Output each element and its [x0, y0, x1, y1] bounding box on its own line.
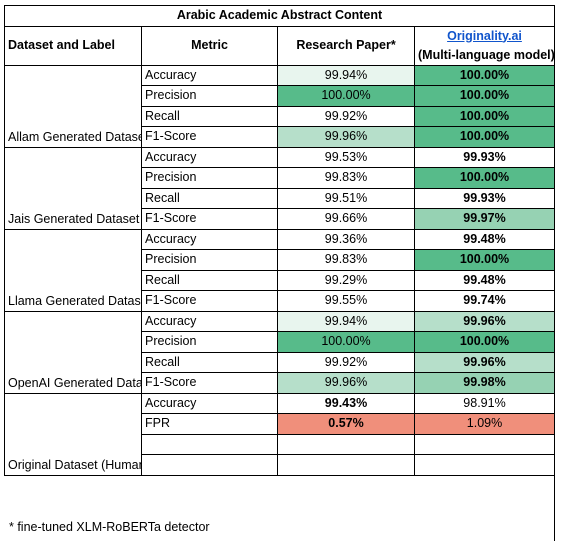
- metric-cell[interactable]: F1-Score: [141, 372, 278, 394]
- metric-cell[interactable]: Precision: [141, 331, 278, 353]
- header-originality[interactable]: Originality.ai (Multi-language model): [414, 25, 555, 66]
- table-row: F1-Score 99.66% 99.97%: [5, 208, 555, 230]
- table-row: Precision 99.83% 100.00%: [5, 249, 555, 271]
- paper-value-cell[interactable]: 99.83%: [277, 249, 415, 271]
- footnote: * fine-tuned XLM-RoBERTa detector: [9, 520, 210, 534]
- metric-cell[interactable]: FPR: [141, 413, 278, 435]
- metric-cell[interactable]: Precision: [141, 85, 278, 107]
- originality-value-cell[interactable]: 100.00%: [414, 167, 555, 189]
- metric-cell[interactable]: Accuracy: [141, 392, 278, 414]
- originality-link[interactable]: Originality.ai: [447, 28, 522, 43]
- empty-cell[interactable]: [414, 454, 555, 476]
- originality-value-cell[interactable]: 100.00%: [414, 331, 555, 353]
- dataset-label-allam[interactable]: Allam Generated Dataset (AI): [4, 64, 142, 148]
- table-row: Original Dataset (Human) Accuracy 99.43%…: [4, 392, 555, 476]
- paper-value-cell[interactable]: 99.66%: [277, 208, 415, 230]
- table-row: Precision 100.00% 100.00%: [5, 331, 555, 353]
- paper-value-cell[interactable]: 99.55%: [277, 290, 415, 312]
- table-row: Llama Generated Dataset (AI) Accuracy 99…: [4, 228, 555, 312]
- table-row: FPR 0.57% 1.09%: [5, 413, 555, 435]
- dataset-label-llama[interactable]: Llama Generated Dataset (AI): [4, 228, 142, 312]
- header-research-paper[interactable]: Research Paper*: [277, 25, 415, 66]
- paper-value-cell[interactable]: 99.51%: [277, 187, 415, 209]
- paper-value-cell[interactable]: 99.92%: [277, 105, 415, 127]
- table-row: [5, 433, 555, 455]
- dataset-label-original[interactable]: Original Dataset (Human): [4, 392, 142, 476]
- empty-cell[interactable]: [277, 433, 415, 455]
- empty-cell[interactable]: [141, 454, 278, 476]
- paper-value-cell[interactable]: 100.00%: [277, 85, 415, 107]
- originality-value-cell[interactable]: 100.00%: [414, 85, 555, 107]
- paper-value-cell[interactable]: 99.96%: [277, 372, 415, 394]
- metric-cell[interactable]: Precision: [141, 249, 278, 271]
- originality-value-cell[interactable]: 100.00%: [414, 105, 555, 127]
- table-title[interactable]: Arabic Academic Abstract Content: [4, 5, 555, 27]
- paper-value-cell[interactable]: 99.92%: [277, 351, 415, 373]
- originality-value-cell[interactable]: 99.48%: [414, 269, 555, 291]
- table-row: Precision 99.83% 100.00%: [5, 167, 555, 189]
- metric-cell[interactable]: F1-Score: [141, 290, 278, 312]
- table-row: OpenAI Generated Dataset (AI) Accuracy 9…: [4, 310, 555, 394]
- originality-value-cell[interactable]: 100.00%: [414, 249, 555, 271]
- metric-cell[interactable]: Accuracy: [141, 228, 278, 250]
- paper-value-cell[interactable]: 99.43%: [277, 392, 415, 414]
- dataset-label-openai[interactable]: OpenAI Generated Dataset (AI): [4, 310, 142, 394]
- originality-value-cell[interactable]: 1.09%: [414, 413, 555, 435]
- header-dataset-and-label[interactable]: Dataset and Label: [4, 25, 142, 66]
- table-row: Recall 99.92% 99.96%: [5, 351, 555, 373]
- table-row: F1-Score 99.96% 99.98%: [5, 372, 555, 394]
- paper-value-cell[interactable]: 99.53%: [277, 146, 415, 168]
- empty-cell[interactable]: [414, 433, 555, 455]
- originality-value-cell[interactable]: 99.96%: [414, 351, 555, 373]
- originality-value-cell[interactable]: 99.98%: [414, 372, 555, 394]
- results-table: Arabic Academic Abstract Content Dataset…: [4, 5, 555, 476]
- originality-subheader: (Multi-language model): [418, 47, 555, 62]
- originality-value-cell[interactable]: 99.74%: [414, 290, 555, 312]
- title-row: Arabic Academic Abstract Content: [4, 5, 555, 27]
- table-row: [5, 454, 555, 476]
- paper-value-cell[interactable]: 99.96%: [277, 126, 415, 148]
- originality-value-cell[interactable]: 98.91%: [414, 392, 555, 414]
- paper-value-cell[interactable]: 99.94%: [277, 310, 415, 332]
- originality-value-cell[interactable]: 99.48%: [414, 228, 555, 250]
- paper-value-cell[interactable]: 0.57%: [277, 413, 415, 435]
- table-row: F1-Score 99.96% 100.00%: [5, 126, 555, 148]
- empty-cell[interactable]: [277, 454, 415, 476]
- originality-value-cell[interactable]: 99.93%: [414, 146, 555, 168]
- column-divider: [554, 5, 555, 541]
- dataset-label-jais[interactable]: Jais Generated Dataset (AI): [4, 146, 142, 230]
- paper-value-cell[interactable]: 99.36%: [277, 228, 415, 250]
- paper-value-cell[interactable]: 100.00%: [277, 331, 415, 353]
- paper-value-cell[interactable]: 99.29%: [277, 269, 415, 291]
- originality-value-cell[interactable]: 100.00%: [414, 126, 555, 148]
- header-row: Dataset and Label Metric Research Paper*…: [4, 25, 555, 66]
- metric-cell[interactable]: F1-Score: [141, 208, 278, 230]
- metric-cell[interactable]: Recall: [141, 269, 278, 291]
- metric-cell[interactable]: Recall: [141, 105, 278, 127]
- table-row: Jais Generated Dataset (AI) Accuracy 99.…: [4, 146, 555, 230]
- metric-cell[interactable]: Recall: [141, 187, 278, 209]
- metric-cell[interactable]: F1-Score: [141, 126, 278, 148]
- empty-cell[interactable]: [141, 433, 278, 455]
- originality-value-cell[interactable]: 99.96%: [414, 310, 555, 332]
- table-row: Recall 99.51% 99.93%: [5, 187, 555, 209]
- originality-value-cell[interactable]: 99.97%: [414, 208, 555, 230]
- metric-cell[interactable]: Accuracy: [141, 310, 278, 332]
- metric-cell[interactable]: Precision: [141, 167, 278, 189]
- table-row: Recall 99.29% 99.48%: [5, 269, 555, 291]
- metric-cell[interactable]: Accuracy: [141, 64, 278, 86]
- header-metric[interactable]: Metric: [141, 25, 278, 66]
- table-row: F1-Score 99.55% 99.74%: [5, 290, 555, 312]
- paper-value-cell[interactable]: 99.94%: [277, 64, 415, 86]
- paper-value-cell[interactable]: 99.83%: [277, 167, 415, 189]
- originality-value-cell[interactable]: 100.00%: [414, 64, 555, 86]
- table-row: Allam Generated Dataset (AI) Accuracy 99…: [4, 64, 555, 148]
- metric-cell[interactable]: Accuracy: [141, 146, 278, 168]
- originality-value-cell[interactable]: 99.93%: [414, 187, 555, 209]
- metric-cell[interactable]: Recall: [141, 351, 278, 373]
